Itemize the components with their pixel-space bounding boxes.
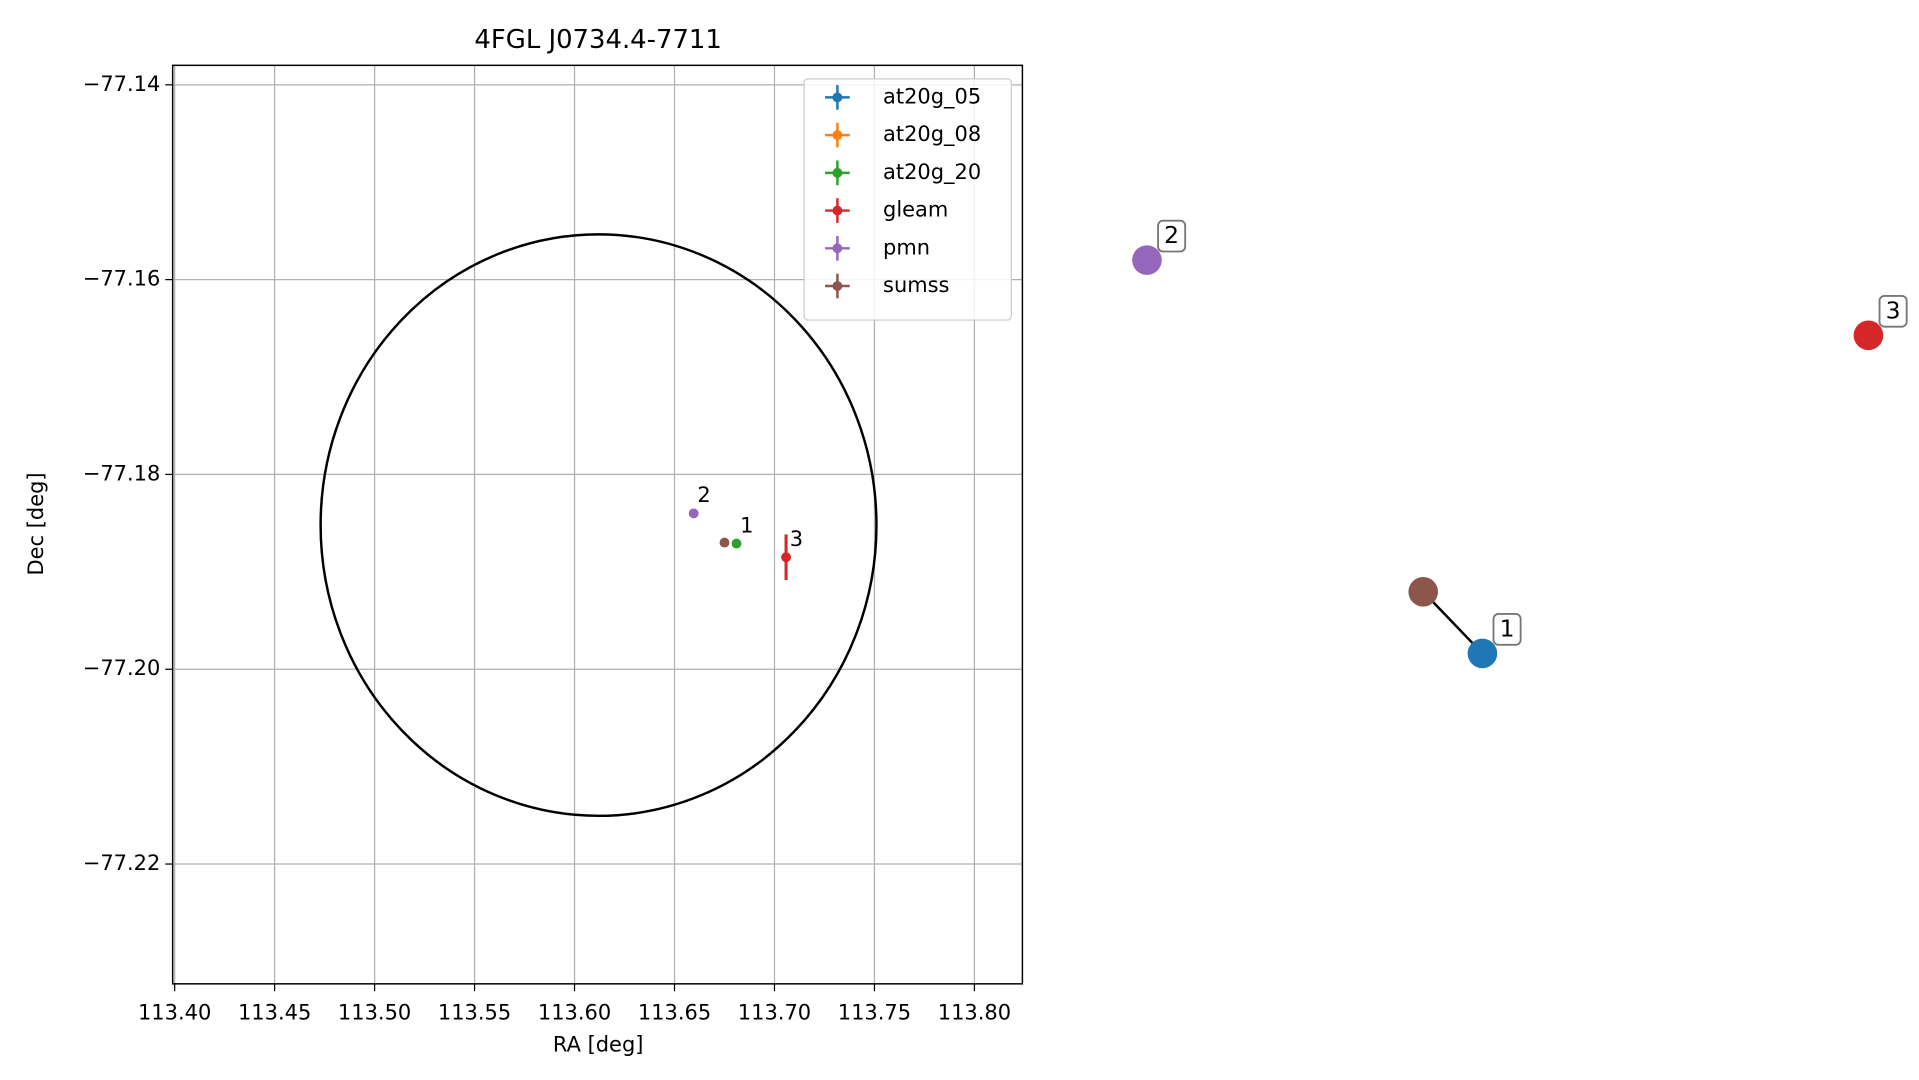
x-tick-label: 113.80 [938, 1000, 1011, 1024]
legend-marker [832, 205, 843, 216]
legend-label: at20g_05 [883, 84, 981, 109]
chart-title: 4FGL J0734.4-7711 [474, 25, 721, 55]
node-label-box [1878, 294, 1908, 328]
y-axis-label: Dec [deg] [24, 472, 48, 575]
legend-box [803, 78, 1012, 321]
x-axis-label: RA [deg] [553, 1032, 644, 1056]
x-tick-label: 113.75 [838, 1000, 911, 1024]
y-tick-label: −77.18 [83, 461, 161, 485]
y-tick-label: −77.16 [83, 267, 161, 291]
y-tick-label: −77.14 [83, 72, 161, 96]
x-tick-label: 113.60 [538, 1000, 611, 1024]
point [719, 537, 730, 548]
legend-marker [832, 167, 843, 178]
x-tick-label: 113.65 [638, 1000, 711, 1024]
y-tick-label: −77.20 [83, 656, 161, 680]
legend-marker [832, 281, 843, 291]
x-tick-label: 113.70 [738, 1000, 811, 1024]
point-label: 2 [697, 483, 710, 507]
node [1408, 576, 1439, 607]
legend-marker [832, 92, 843, 103]
node-label-box [1157, 219, 1187, 253]
legend-label: at20g_08 [883, 122, 981, 147]
node-label-box [1492, 613, 1522, 646]
plot-frame [171, 64, 1024, 985]
point [781, 552, 792, 563]
point-label: 3 [790, 527, 803, 551]
legend-marker [832, 130, 843, 141]
node-label: 1 [1500, 615, 1515, 643]
node-label: 2 [1164, 221, 1179, 249]
legend-label: at20g_20 [883, 160, 981, 185]
x-tick-label: 113.45 [238, 1000, 311, 1024]
y-tick-label: −77.22 [83, 851, 161, 875]
legend-marker [832, 243, 843, 254]
node-label: 3 [1886, 296, 1901, 324]
x-tick-label: 113.55 [438, 1000, 511, 1024]
point [688, 508, 699, 519]
point-label: 1 [740, 513, 753, 537]
region [319, 233, 878, 818]
point [731, 538, 742, 549]
x-tick-label: 113.40 [138, 1000, 211, 1024]
node [1853, 320, 1884, 351]
x-tick-label: 113.50 [338, 1000, 411, 1024]
legend-label: pmn [883, 235, 930, 259]
legend-label: sumss [883, 273, 949, 297]
node [1132, 245, 1162, 275]
node [1467, 638, 1498, 669]
legend-label: gleam [883, 198, 948, 222]
